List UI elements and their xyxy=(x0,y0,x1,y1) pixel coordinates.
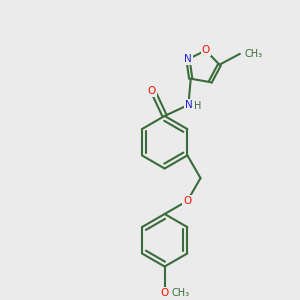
Text: H: H xyxy=(194,101,202,111)
Text: N: N xyxy=(185,100,193,110)
Text: O: O xyxy=(202,46,210,56)
Text: O: O xyxy=(160,288,169,298)
Text: CH₃: CH₃ xyxy=(172,288,190,298)
Text: O: O xyxy=(183,196,191,206)
Text: CH₃: CH₃ xyxy=(244,49,262,59)
Text: O: O xyxy=(148,86,156,96)
Text: N: N xyxy=(184,54,192,64)
